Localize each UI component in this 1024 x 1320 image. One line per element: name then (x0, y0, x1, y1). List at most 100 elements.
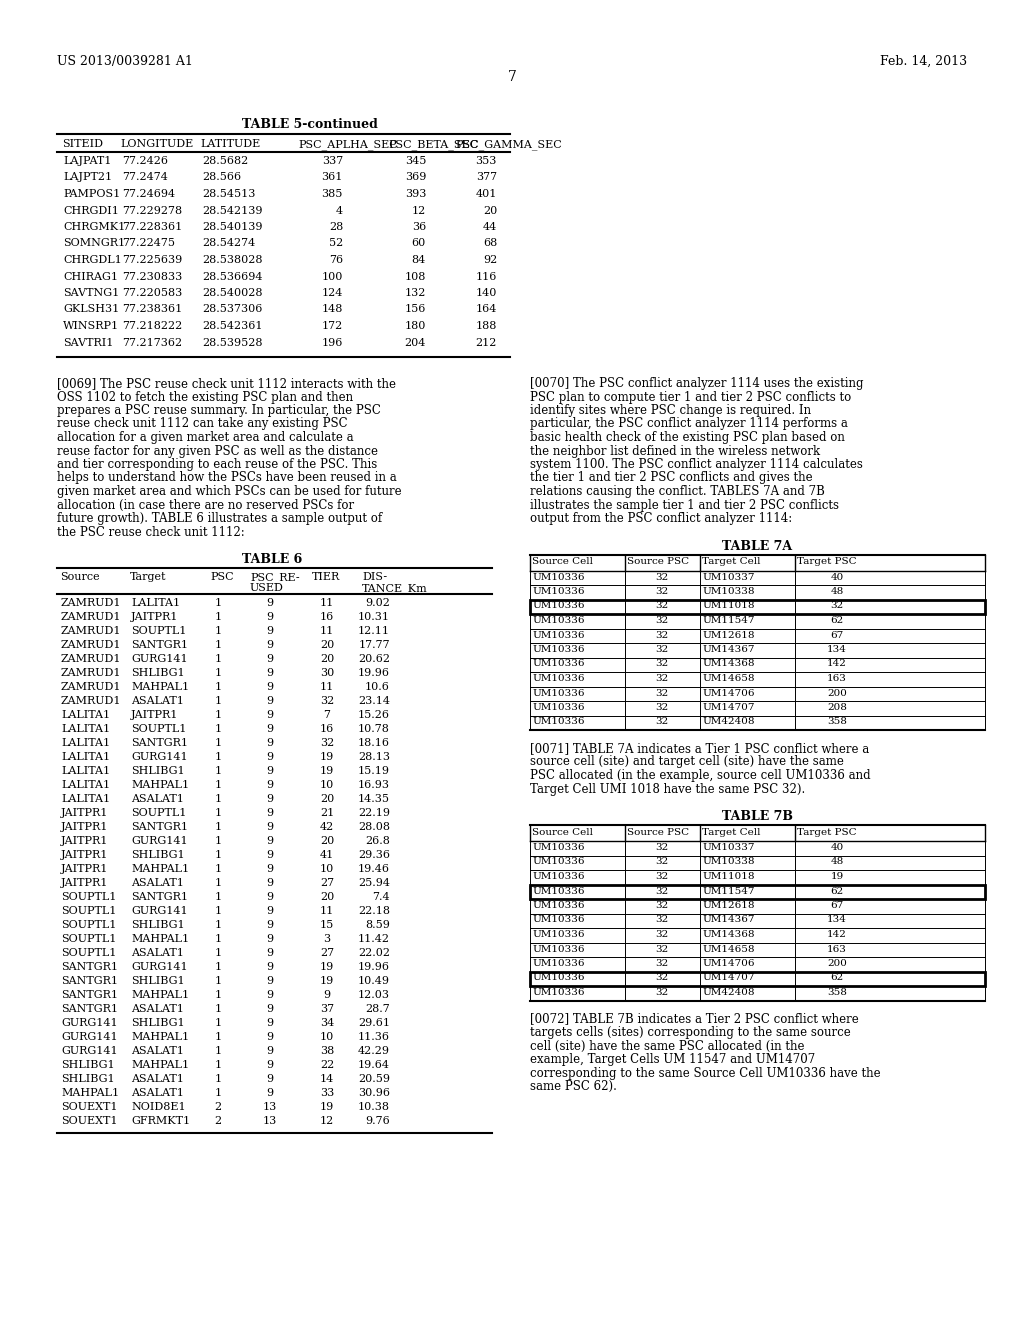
Text: 77.2426: 77.2426 (122, 156, 168, 166)
Text: 32: 32 (655, 843, 669, 851)
Text: Target Cell: Target Cell (702, 828, 761, 837)
Text: 8.59: 8.59 (366, 920, 390, 931)
Text: 1: 1 (214, 682, 221, 692)
Text: 10.31: 10.31 (358, 612, 390, 622)
Text: UM11018: UM11018 (702, 602, 755, 610)
Text: 12.11: 12.11 (358, 626, 390, 636)
Text: ZAMRUD1: ZAMRUD1 (61, 668, 122, 678)
Text: 1: 1 (214, 975, 221, 986)
Text: ZAMRUD1: ZAMRUD1 (61, 640, 122, 649)
Text: helps to understand how the PSCs have been reused in a: helps to understand how the PSCs have be… (57, 471, 396, 484)
Text: 208: 208 (827, 704, 847, 711)
Text: illustrates the sample tier 1 and tier 2 PSC conflicts: illustrates the sample tier 1 and tier 2… (530, 499, 839, 511)
Text: same PSC 62).: same PSC 62). (530, 1080, 616, 1093)
Text: SOUPTL1: SOUPTL1 (131, 723, 186, 734)
Text: SOUEXT1: SOUEXT1 (61, 1115, 118, 1126)
Text: 1: 1 (214, 808, 221, 818)
Text: JAITPR1: JAITPR1 (131, 710, 178, 719)
Text: the tier 1 and tier 2 PSC conflicts and gives the: the tier 1 and tier 2 PSC conflicts and … (530, 471, 813, 484)
Text: 9: 9 (266, 723, 273, 734)
Text: 28.08: 28.08 (358, 822, 390, 832)
Text: 353: 353 (475, 156, 497, 166)
Text: GURG141: GURG141 (131, 836, 187, 846)
Text: 37: 37 (319, 1005, 334, 1014)
Text: 21: 21 (319, 808, 334, 818)
Text: 163: 163 (827, 675, 847, 682)
Text: 28: 28 (329, 222, 343, 232)
Text: 17.77: 17.77 (358, 640, 390, 649)
Text: allocation (in case there are no reserved PSCs for: allocation (in case there are no reserve… (57, 499, 354, 511)
Text: 32: 32 (655, 573, 669, 582)
Text: allocation for a given market area and calculate a: allocation for a given market area and c… (57, 432, 353, 444)
Text: 48: 48 (830, 587, 844, 597)
Text: PSC_APLHA_SEC: PSC_APLHA_SEC (298, 139, 397, 149)
Text: Source Cell: Source Cell (532, 557, 593, 566)
Text: 28.540028: 28.540028 (202, 288, 262, 298)
Text: 9: 9 (266, 892, 273, 902)
Text: PAMPOS1: PAMPOS1 (63, 189, 120, 199)
Text: JAITPR1: JAITPR1 (61, 865, 109, 874)
Text: 7: 7 (324, 710, 331, 719)
Text: 1: 1 (214, 906, 221, 916)
Text: 358: 358 (827, 987, 847, 997)
Text: DIS-: DIS- (362, 572, 387, 582)
Text: UM10336: UM10336 (532, 660, 585, 668)
Text: 9: 9 (266, 668, 273, 678)
Text: 10: 10 (319, 865, 334, 874)
Text: 11: 11 (319, 598, 334, 609)
Text: 20: 20 (319, 892, 334, 902)
Text: 19: 19 (319, 752, 334, 762)
Text: 28.537306: 28.537306 (202, 305, 262, 314)
Text: 28.566: 28.566 (202, 173, 241, 182)
Text: identify sites where PSC change is required. In: identify sites where PSC change is requi… (530, 404, 811, 417)
Text: UM10336: UM10336 (532, 902, 585, 909)
Text: example, Target Cells UM 11547 and UM14707: example, Target Cells UM 11547 and UM147… (530, 1053, 815, 1067)
Text: GURG141: GURG141 (131, 962, 187, 972)
Text: 42: 42 (319, 822, 334, 832)
Text: 1: 1 (214, 1005, 221, 1014)
Text: corresponding to the same Source Cell UM10336 have the: corresponding to the same Source Cell UM… (530, 1067, 881, 1080)
Text: 14: 14 (319, 1074, 334, 1084)
Text: 9: 9 (266, 1018, 273, 1028)
Text: 12.03: 12.03 (358, 990, 390, 1001)
Text: 108: 108 (404, 272, 426, 281)
Text: 16: 16 (319, 612, 334, 622)
Text: SHLIBG1: SHLIBG1 (131, 1018, 184, 1028)
Text: 29.36: 29.36 (358, 850, 390, 861)
Text: 44: 44 (482, 222, 497, 232)
Text: 28.538028: 28.538028 (202, 255, 262, 265)
Text: 1: 1 (214, 1060, 221, 1071)
Text: 16: 16 (319, 723, 334, 734)
Text: 28.539528: 28.539528 (202, 338, 262, 347)
Text: 14.35: 14.35 (358, 795, 390, 804)
Text: LALITA1: LALITA1 (61, 738, 111, 748)
Text: 15: 15 (319, 920, 334, 931)
Text: UM42408: UM42408 (702, 987, 755, 997)
Text: ZAMRUD1: ZAMRUD1 (61, 598, 122, 609)
Text: UM10336: UM10336 (532, 887, 585, 895)
Text: cell (site) have the same PSC allocated (in the: cell (site) have the same PSC allocated … (530, 1040, 805, 1052)
Text: 32: 32 (655, 873, 669, 880)
Text: 9: 9 (266, 948, 273, 958)
Text: 20: 20 (319, 640, 334, 649)
Text: 84: 84 (412, 255, 426, 265)
Text: MAHPAL1: MAHPAL1 (131, 1060, 189, 1071)
Text: 13: 13 (263, 1115, 278, 1126)
Text: LALITA1: LALITA1 (61, 723, 111, 734)
Text: 19.96: 19.96 (358, 962, 390, 972)
Text: 9: 9 (266, 935, 273, 944)
Text: Source PSC: Source PSC (627, 557, 689, 566)
Text: 1: 1 (214, 836, 221, 846)
Text: 10.6: 10.6 (366, 682, 390, 692)
Text: reuse factor for any given PSC as well as the distance: reuse factor for any given PSC as well a… (57, 445, 378, 458)
Text: 134: 134 (827, 916, 847, 924)
Text: UM10336: UM10336 (532, 873, 585, 880)
Text: 11.36: 11.36 (358, 1032, 390, 1041)
Text: 204: 204 (404, 338, 426, 347)
Text: 9: 9 (266, 710, 273, 719)
Text: GURG141: GURG141 (131, 906, 187, 916)
Text: UM11547: UM11547 (702, 887, 755, 895)
Text: 77.24694: 77.24694 (122, 189, 175, 199)
Text: the neighbor list defined in the wireless network: the neighbor list defined in the wireles… (530, 445, 820, 458)
Text: 1: 1 (214, 822, 221, 832)
